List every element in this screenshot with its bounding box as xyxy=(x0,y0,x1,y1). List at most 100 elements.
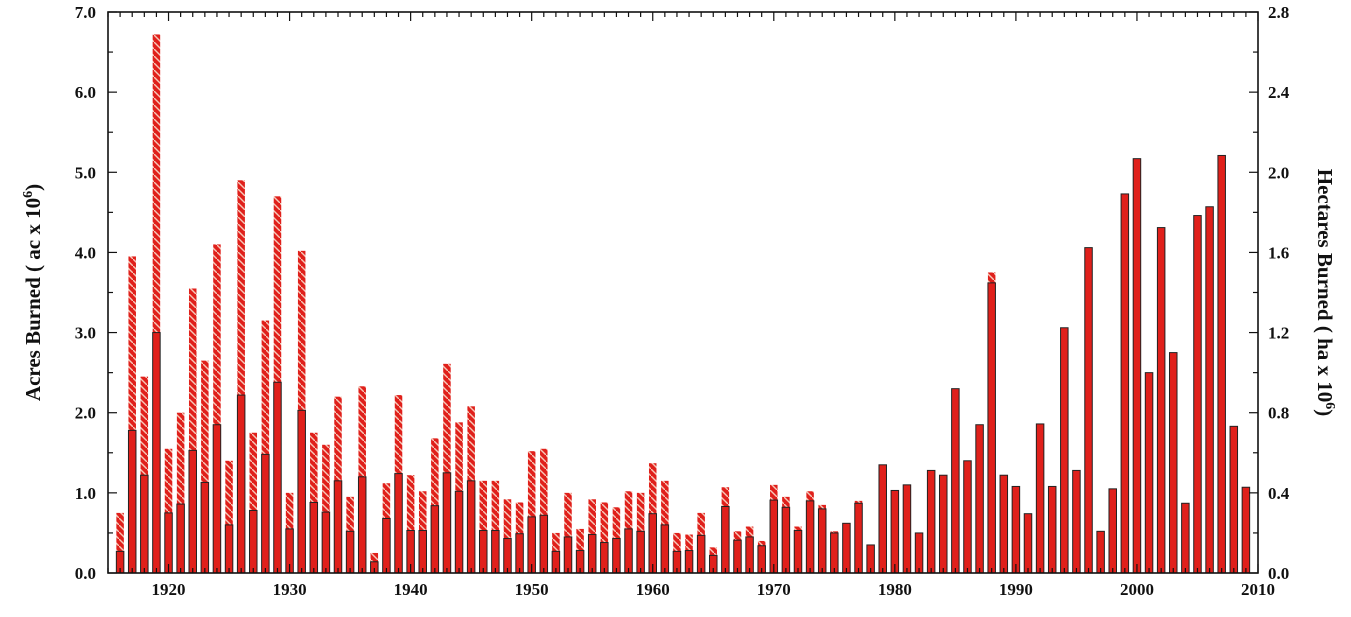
hatched-bar-1925 xyxy=(225,460,233,573)
solid-bar-1999 xyxy=(1120,193,1130,574)
solid-bar-1951 xyxy=(539,514,549,574)
solid-bar-1972 xyxy=(793,530,803,574)
y-axis-title-right: Hectares Burned ( ha x 106) xyxy=(1313,169,1337,417)
solid-bar-2003 xyxy=(1169,352,1178,574)
solid-bar-1998 xyxy=(1108,488,1117,574)
solid-bar-2000 xyxy=(1132,158,1142,574)
solid-bar-1918 xyxy=(140,474,149,574)
solid-bar-1997 xyxy=(1096,530,1105,574)
solid-bar-1948 xyxy=(503,538,512,574)
x-tick-label: 1960 xyxy=(636,580,670,599)
solid-bar-1947 xyxy=(491,530,500,574)
solid-bar-1921 xyxy=(176,503,185,574)
y2-tick-label: 0.0 xyxy=(1268,564,1289,583)
solid-bar-1927 xyxy=(249,509,258,574)
solid-bar-1995 xyxy=(1072,469,1081,574)
solid-bar-1933 xyxy=(321,511,331,574)
solid-bar-1959 xyxy=(636,530,645,574)
hatched-bar-1956 xyxy=(600,502,609,573)
hatched-bar-1926 xyxy=(237,180,245,574)
solid-bar-1996 xyxy=(1084,247,1093,574)
x-tick-label: 1950 xyxy=(515,580,549,599)
solid-bar-1917 xyxy=(127,429,137,574)
x-tick-label: 2000 xyxy=(1120,580,1154,599)
y-tick-label: 0.0 xyxy=(75,564,96,583)
hatched-bar-1951 xyxy=(540,448,548,573)
hatched-bar-1922 xyxy=(188,288,197,573)
solid-bar-2001 xyxy=(1144,372,1154,574)
y-tick-label: 7.0 xyxy=(75,3,96,22)
solid-bar-1991 xyxy=(1023,513,1033,574)
y-axis-title-left: Acres Burned ( ac x 106) xyxy=(21,184,45,401)
solid-bar-1992 xyxy=(1035,423,1045,574)
y-axis-left: 0.0 1.0 2.0 3.0 4.0 5.0 6.0 7.0 xyxy=(75,3,117,583)
y-tick-label: 4.0 xyxy=(75,243,96,262)
solid-bar-1966 xyxy=(721,505,730,574)
solid-bar-1984 xyxy=(939,474,948,574)
hatched-bar-1928 xyxy=(261,320,270,573)
solid-bar-1974 xyxy=(817,508,827,574)
solid-bar-2006 xyxy=(1205,206,1214,574)
solid-bar-1932 xyxy=(309,501,319,574)
solid-bar-1936 xyxy=(357,476,367,574)
hatched-bar-1933 xyxy=(322,444,330,573)
solid-bar-2002 xyxy=(1156,227,1166,574)
x-tick-label: 2010 xyxy=(1241,580,1275,599)
hatched-bar-1920 xyxy=(164,448,173,573)
y2-tick-label: 0.8 xyxy=(1268,404,1289,423)
solid-bar-1971 xyxy=(781,506,791,574)
hatched-bar-1921 xyxy=(176,412,185,573)
solid-bar-1925 xyxy=(224,524,234,574)
solid-bar-1935 xyxy=(345,530,355,574)
y2-tick-label: 2.8 xyxy=(1268,3,1289,22)
hatched-bar-1927 xyxy=(249,432,258,573)
solid-bar-1922 xyxy=(188,449,197,574)
solid-bar-1957 xyxy=(612,538,621,574)
y2-tick-label: 2.0 xyxy=(1268,163,1289,182)
solid-bar-1986 xyxy=(963,460,972,574)
solid-bar-1923 xyxy=(200,481,210,574)
solid-bar-1975 xyxy=(830,532,839,574)
solid-bar-1946 xyxy=(479,530,488,574)
solid-bar-1961 xyxy=(660,524,670,574)
x-axis: 1920 1930 1940 1950 1960 1970 1980 1990 2000 2010 xyxy=(107,12,1275,599)
x-tick-label: 1920 xyxy=(152,580,186,599)
y-axis-right: 0.0 0.4 0.8 1.2 1.6 2.0 2.4 2.8 xyxy=(1249,3,1290,583)
y2-tick-label: 1.2 xyxy=(1268,324,1289,343)
solid-bar-1958 xyxy=(624,528,633,574)
y-tick-label: 6.0 xyxy=(75,83,96,102)
solid-bar-1964 xyxy=(696,534,706,574)
solid-bar-1980 xyxy=(890,489,900,574)
solid-bar-1929 xyxy=(273,381,282,574)
y-tick-label: 1.0 xyxy=(75,484,96,503)
solid-bar-2004 xyxy=(1181,502,1190,574)
solid-bar-1920 xyxy=(164,512,173,574)
hatched-bar-1947 xyxy=(491,480,500,573)
solid-bar-1941 xyxy=(418,530,427,574)
solid-bar-1988 xyxy=(987,282,996,574)
solid-bar-1973 xyxy=(805,500,815,574)
solid-bar-2007 xyxy=(1217,154,1226,574)
x-tick-label: 1970 xyxy=(757,580,791,599)
solid-bar-1970 xyxy=(769,499,779,574)
hatched-bar-1919 xyxy=(152,34,161,573)
y-tick-label: 2.0 xyxy=(75,404,96,423)
y2-tick-label: 0.4 xyxy=(1268,484,1290,503)
x-tick-label: 1930 xyxy=(273,580,307,599)
hatched-bar-1948 xyxy=(503,499,512,573)
solid-bar-1993 xyxy=(1047,485,1057,574)
solid-bar-1989 xyxy=(999,474,1009,574)
solid-bar-1977 xyxy=(854,502,863,574)
solid-bar-2008 xyxy=(1229,425,1239,574)
solid-bar-1934 xyxy=(333,480,343,574)
y2-tick-label: 1.6 xyxy=(1268,243,1289,262)
solid-bar-1931 xyxy=(297,409,306,574)
solid-bar-1926 xyxy=(236,394,246,574)
solid-bar-1983 xyxy=(926,469,936,574)
solid-bar-1944 xyxy=(454,490,464,574)
x-tick-label: 1980 xyxy=(878,580,912,599)
solid-bar-1982 xyxy=(914,532,924,574)
solid-bar-1938 xyxy=(382,518,391,574)
solid-bar-1955 xyxy=(587,534,597,574)
hatched-bar-1917 xyxy=(128,256,136,573)
